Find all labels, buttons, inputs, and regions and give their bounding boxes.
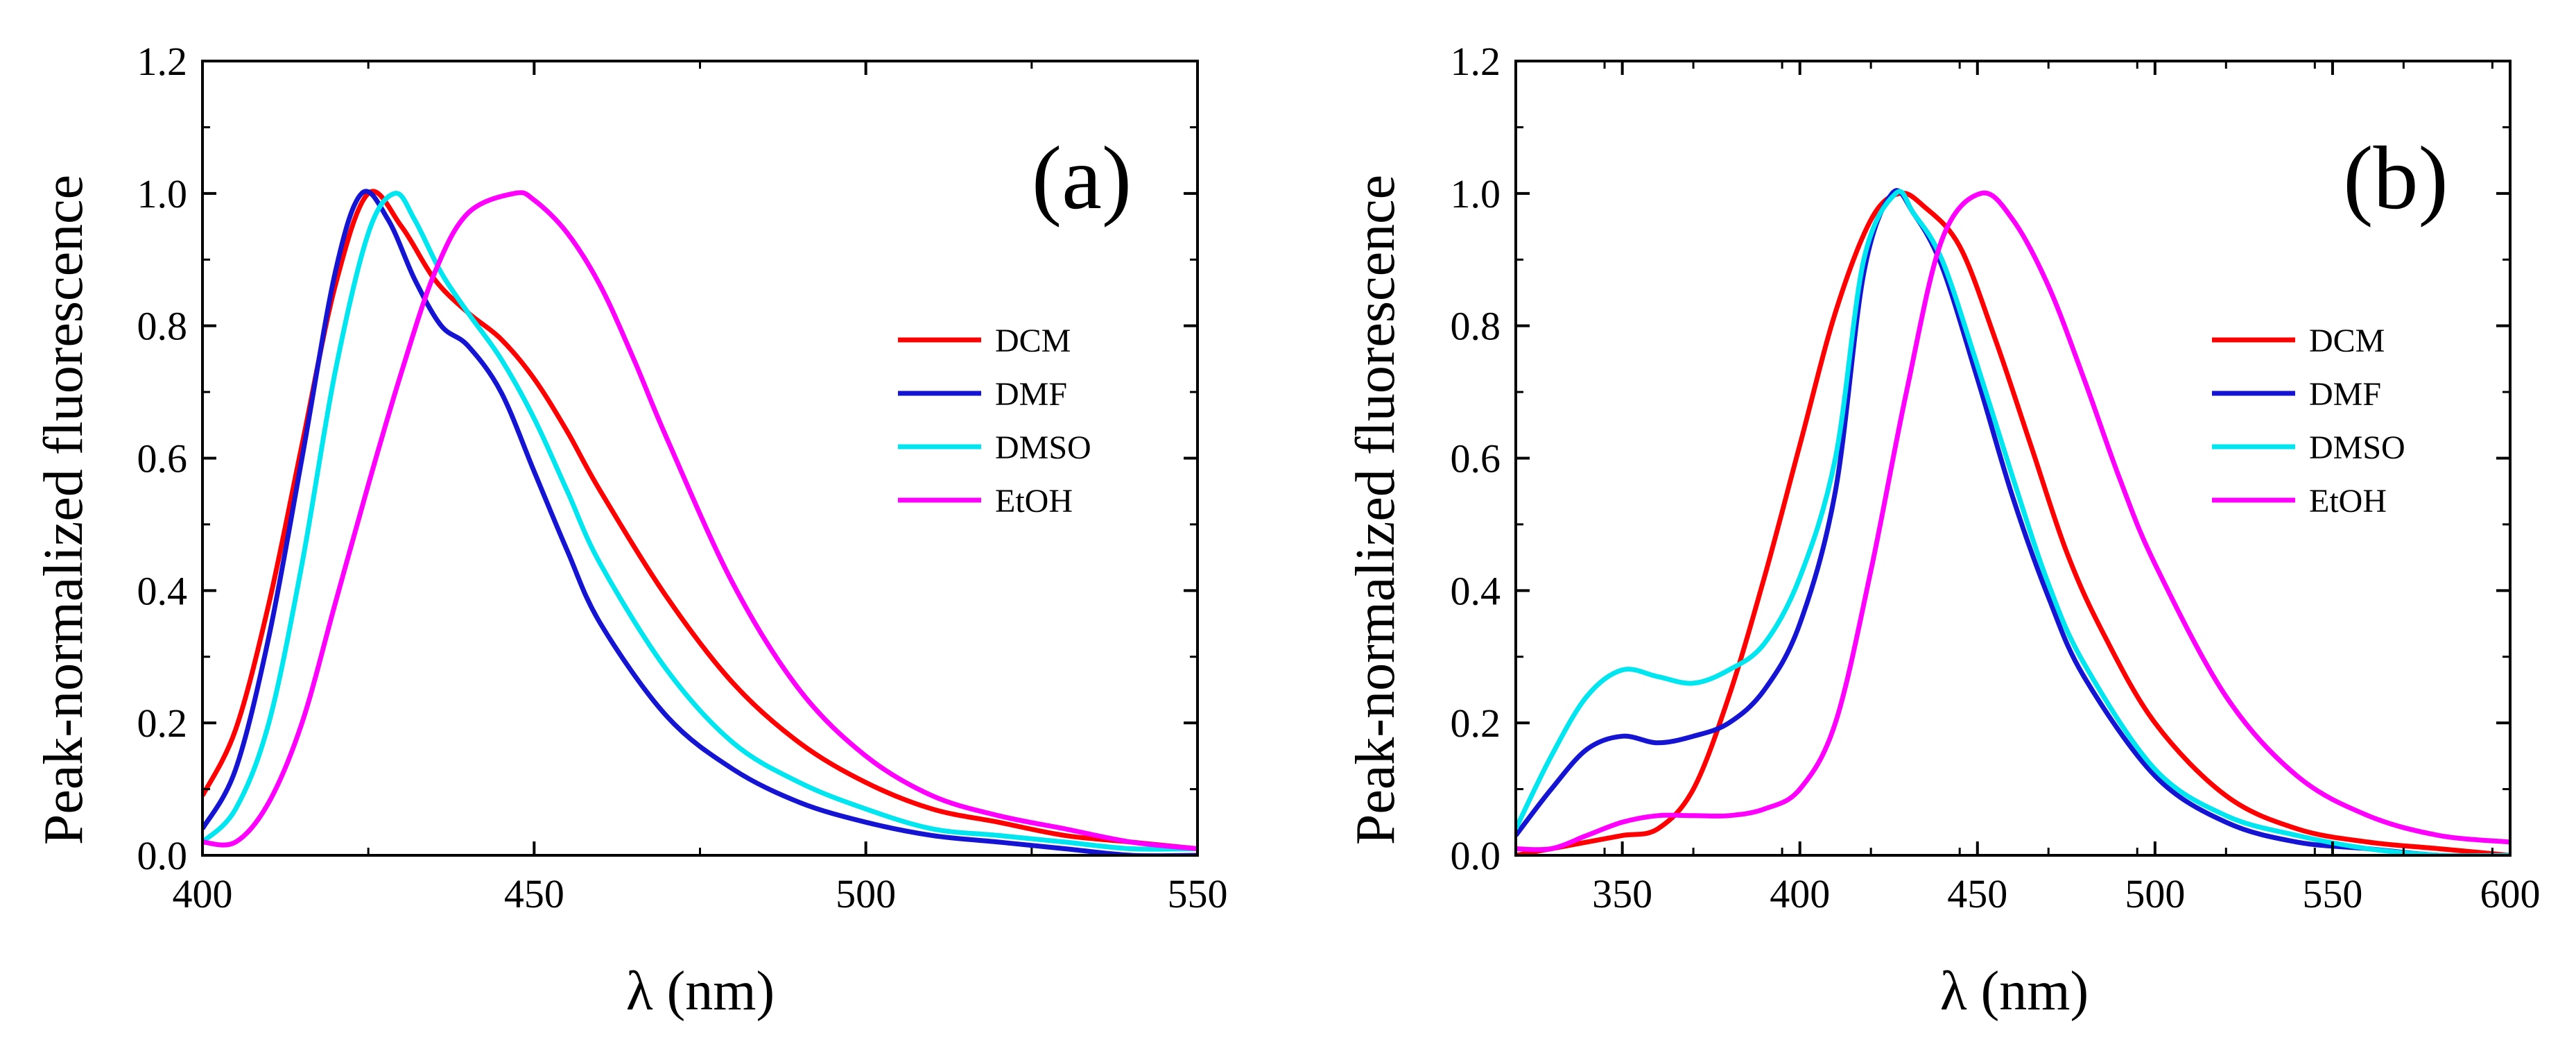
y-tick-label: 0.8 [137, 304, 188, 349]
series-line-etoh [202, 190, 1198, 851]
series-group [1516, 188, 2510, 855]
legend-label-dmf: DMF [2309, 376, 2381, 413]
y-tick-label: 0.6 [137, 436, 188, 481]
y-axis-title: Peak-normalized fluorescence [33, 175, 94, 845]
y-tick-label: 1.2 [1451, 39, 1501, 84]
y-tick-label: 1.0 [137, 171, 188, 216]
series-line-dcm [1516, 190, 2510, 855]
legend-label-dcm: DCM [995, 323, 1071, 359]
panel-a: Peak-normalized fluorescence λ (nm) (a) … [33, 39, 1228, 1022]
series-line-dmso [202, 191, 1198, 852]
x-tick-label: 350 [1592, 871, 1652, 916]
y-tick-label: 1.0 [1451, 171, 1501, 216]
legend-label-dmf: DMF [995, 376, 1067, 413]
legend-label-etoh: EtOH [995, 483, 1073, 520]
series-line-etoh [1516, 190, 2510, 853]
y-tick-label: 0.4 [1451, 568, 1501, 613]
y-tick-label: 0.2 [137, 701, 188, 746]
x-tick-label: 450 [504, 871, 564, 916]
x-tick-label: 550 [2302, 871, 2362, 916]
panel-b: Peak-normalized fluorescence λ (nm) (b) … [1345, 39, 2541, 1022]
y-axis-title: Peak-normalized fluorescence [1345, 175, 1406, 845]
x-tick-label: 500 [836, 871, 896, 916]
x-tick-label: 400 [1770, 871, 1830, 916]
y-tick-label: 0.6 [1451, 436, 1501, 481]
legend-label-dcm: DCM [2309, 323, 2385, 359]
x-tick-label: 550 [1168, 871, 1228, 916]
legend: DCM DMF DMSO EtOH [2212, 323, 2405, 520]
legend-label-dmso: DMSO [995, 429, 1091, 466]
x-axis-title: λ (nm) [626, 961, 775, 1022]
x-axis-title: λ (nm) [1940, 961, 2089, 1022]
y-tick-label: 0.2 [1451, 701, 1501, 746]
y-tick-label: 0.4 [137, 568, 188, 613]
x-tick-label: 500 [2125, 871, 2185, 916]
y-tick-label: 0.0 [1451, 833, 1501, 878]
legend: DCM DMF DMSO EtOH [898, 323, 1091, 520]
legend-label-etoh: EtOH [2309, 483, 2387, 520]
series-group [202, 189, 1198, 855]
panel-label: (b) [2343, 128, 2448, 228]
legend-label-dmso: DMSO [2309, 429, 2405, 466]
series-line-dmso [1516, 189, 2510, 855]
y-tick-label: 1.2 [137, 39, 188, 84]
series-line-dmf [202, 189, 1198, 855]
x-tick-label: 450 [1947, 871, 2007, 916]
x-tick-label: 400 [173, 871, 233, 916]
x-tick-label: 600 [2480, 871, 2541, 916]
y-tick-label: 0.0 [137, 833, 188, 878]
panel-label: (a) [1032, 128, 1132, 228]
y-tick-label: 0.8 [1451, 304, 1501, 349]
